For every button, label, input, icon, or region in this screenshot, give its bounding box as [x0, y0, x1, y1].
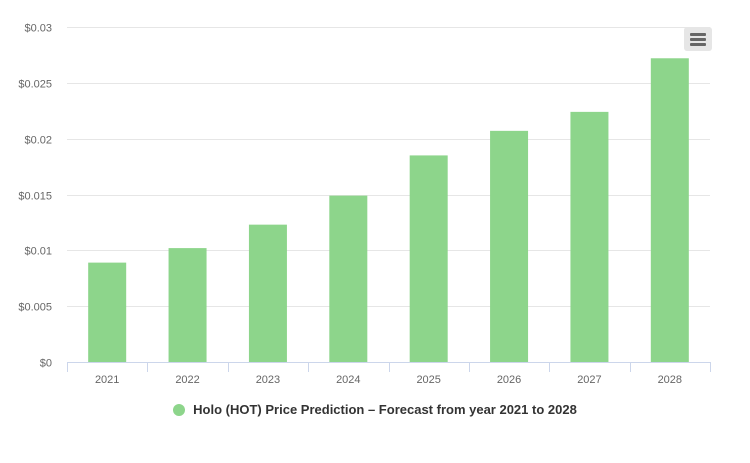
- bar[interactable]: [168, 248, 207, 362]
- legend-label: Holo (HOT) Price Prediction – Forecast f…: [193, 402, 577, 417]
- bar[interactable]: [329, 195, 368, 362]
- y-tick-label: $0.025: [18, 79, 52, 91]
- legend-swatch: [173, 403, 186, 416]
- bar[interactable]: [490, 130, 529, 362]
- x-tick-label: 2021: [95, 374, 119, 386]
- y-tick-label: $0.03: [24, 23, 52, 35]
- x-tick-label: 2023: [256, 374, 280, 386]
- chart-menu-button[interactable]: [684, 27, 712, 51]
- x-tick-label: 2027: [577, 374, 601, 386]
- bar[interactable]: [650, 58, 689, 363]
- bar[interactable]: [248, 224, 287, 362]
- y-tick-label: $0.01: [24, 246, 52, 258]
- x-tick-label: 2022: [175, 374, 199, 386]
- x-tick-label: 2024: [336, 374, 360, 386]
- legend-item[interactable]: Holo (HOT) Price Prediction – Forecast f…: [173, 402, 577, 417]
- y-tick-label: $0: [40, 358, 52, 370]
- x-tick-label: 2025: [416, 374, 440, 386]
- x-tick-label: 2026: [497, 374, 521, 386]
- x-tick-label: 2028: [658, 374, 682, 386]
- chart-legend: Holo (HOT) Price Prediction – Forecast f…: [0, 402, 750, 419]
- y-tick-label: $0.02: [24, 135, 52, 147]
- bar[interactable]: [88, 262, 127, 362]
- y-tick-label: $0.015: [18, 191, 52, 203]
- y-tick-label: $0.005: [18, 302, 52, 314]
- bar[interactable]: [570, 111, 609, 362]
- bar[interactable]: [409, 155, 448, 362]
